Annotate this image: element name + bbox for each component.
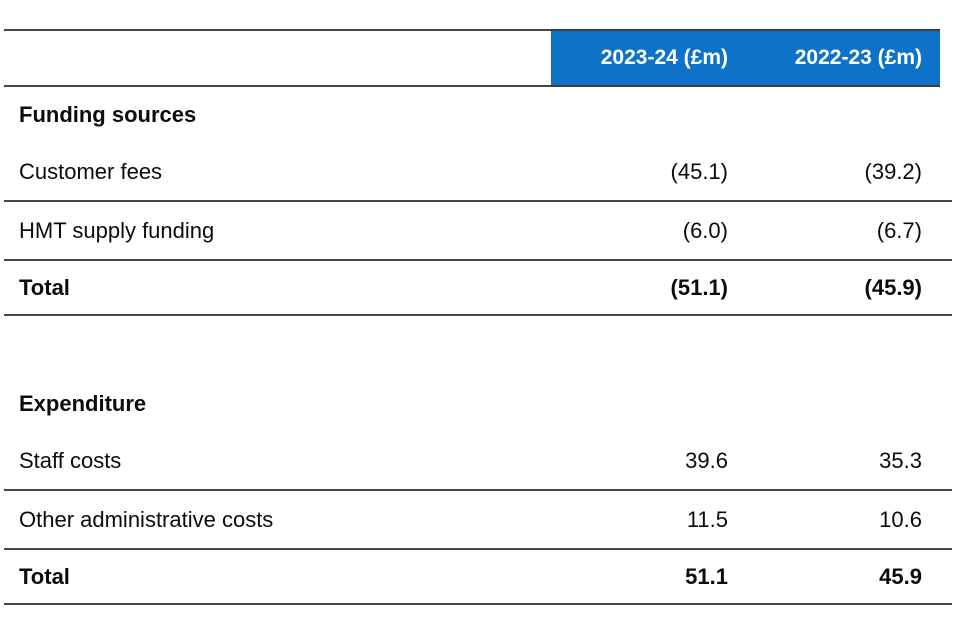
- row-value-2022-23: (6.7): [746, 201, 940, 261]
- header-col-2023-24: 2023-24 (£m): [551, 29, 746, 87]
- section-title: Expenditure: [19, 391, 147, 416]
- header-empty-cell: [4, 29, 551, 87]
- row-value-2023-24: (51.1): [551, 260, 746, 316]
- table-row-expenditure-total: Total 51.1 45.9: [4, 549, 952, 605]
- row-label: HMT supply funding: [4, 201, 551, 261]
- row-value-2023-24: (45.1): [551, 143, 746, 202]
- row-value-2022-23: 10.6: [746, 490, 940, 550]
- row-value-2023-24: (6.0): [551, 201, 746, 261]
- section-row-expenditure: Expenditure: [4, 376, 952, 432]
- row-value-2023-24: 51.1: [551, 549, 746, 605]
- table-row-other-admin-costs: Other administrative costs 11.5 10.6: [4, 490, 952, 550]
- table-row-funding-total: Total (51.1) (45.9): [4, 260, 952, 316]
- finance-table: 2023-24 (£m) 2022-23 (£m) Funding source…: [4, 29, 952, 605]
- row-value-2022-23: (45.9): [746, 260, 940, 316]
- row-value-2022-23: 45.9: [746, 549, 940, 605]
- row-label: Other administrative costs: [4, 490, 551, 550]
- row-value-2023-24: 39.6: [551, 432, 746, 491]
- table-row-hmt-supply-funding: HMT supply funding (6.0) (6.7): [4, 201, 952, 261]
- row-label: Total: [4, 549, 551, 605]
- row-value-2023-24: 11.5: [551, 490, 746, 550]
- section-row-funding-sources: Funding sources: [4, 86, 952, 143]
- row-label: Staff costs: [4, 432, 551, 491]
- section-spacer-row: [4, 315, 952, 376]
- table-header-row: 2023-24 (£m) 2022-23 (£m): [4, 29, 952, 87]
- row-value-2022-23: (39.2): [746, 143, 940, 202]
- header-col-2022-23: 2022-23 (£m): [746, 29, 940, 87]
- table-row-staff-costs: Staff costs 39.6 35.3: [4, 432, 952, 491]
- table-row-customer-fees: Customer fees (45.1) (39.2): [4, 143, 952, 202]
- section-title: Funding sources: [19, 102, 197, 127]
- header-filler-cell: [940, 30, 952, 86]
- row-label: Total: [4, 260, 551, 316]
- row-value-2022-23: 35.3: [746, 432, 940, 491]
- row-label: Customer fees: [4, 143, 551, 202]
